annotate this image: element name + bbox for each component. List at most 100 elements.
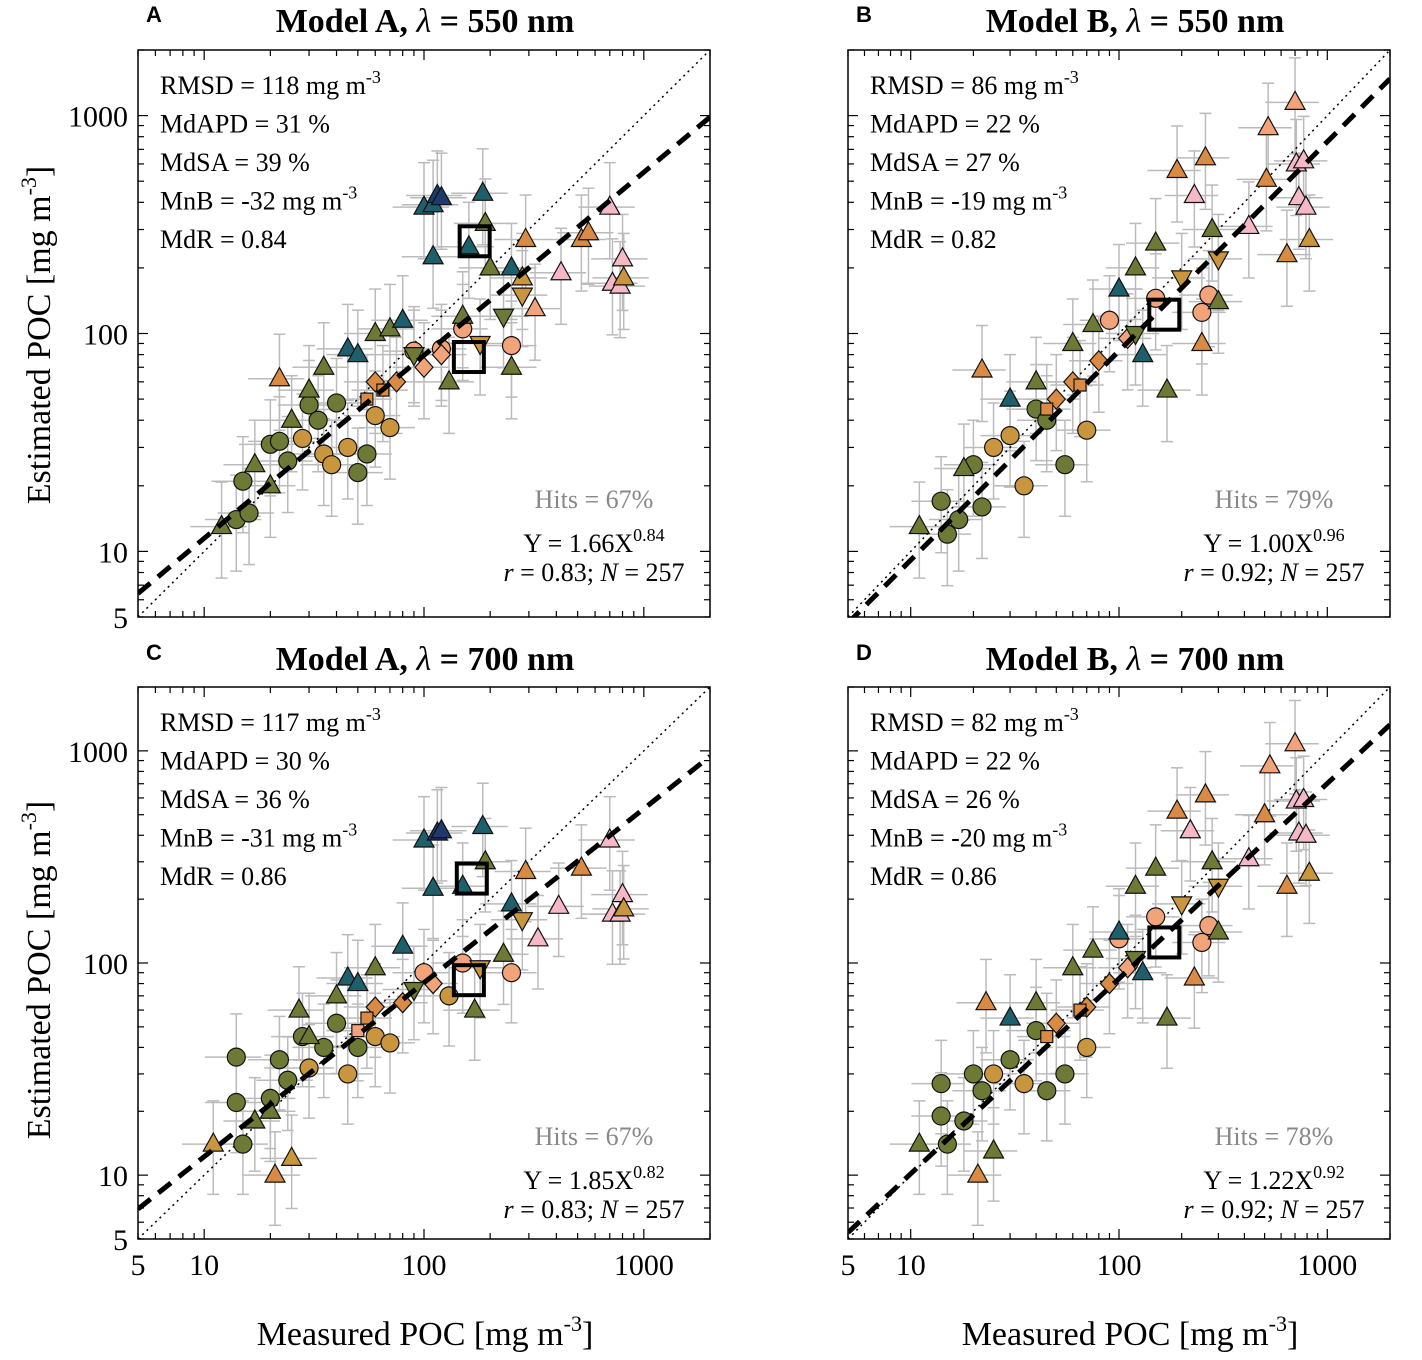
fit-equation: Y = 1.66X0.84 xyxy=(523,525,664,558)
data-point xyxy=(1155,1005,1179,1026)
y-label-main: Estimated POC [mg m xyxy=(21,195,58,504)
x-tick-label: 5 xyxy=(131,1249,146,1282)
data-point xyxy=(471,814,494,835)
one-to-one-line xyxy=(138,50,710,617)
data-point xyxy=(1131,342,1154,363)
data-point xyxy=(937,1134,957,1154)
data-point xyxy=(1298,227,1321,248)
plot-area xyxy=(848,50,1390,617)
data-point xyxy=(1258,753,1281,774)
svg-text:Measured POC [mg m-3]: Measured POC [mg m-3] xyxy=(257,1311,594,1353)
data-point xyxy=(1275,874,1298,894)
data-point xyxy=(380,417,400,438)
data-point xyxy=(999,1005,1022,1026)
data-point xyxy=(348,1037,368,1058)
data-point xyxy=(348,462,368,483)
data-point xyxy=(471,181,494,201)
y-tick-label: 10 xyxy=(98,536,128,569)
highlight-box xyxy=(454,861,489,896)
data-point xyxy=(1144,855,1167,876)
data-point xyxy=(983,1064,1004,1084)
data-point xyxy=(1275,242,1298,263)
fit-equation: Y = 1.85X0.82 xyxy=(523,1162,664,1195)
data-point xyxy=(1192,932,1212,953)
ticks xyxy=(847,49,1391,618)
data-point xyxy=(949,509,969,530)
data-point xyxy=(287,997,311,1018)
data-point xyxy=(1284,731,1307,752)
y-tick-label: 10 xyxy=(98,1160,128,1193)
data-point xyxy=(500,891,523,912)
y-axis-label-bottom: Estimated POC [mg m-3] xyxy=(16,801,58,1139)
panel-title: Model A, λ = 700 nm xyxy=(276,641,575,678)
data-point xyxy=(1170,896,1193,917)
y-label-sup-2: -3 xyxy=(16,812,41,830)
data-point xyxy=(1131,960,1154,981)
data-point xyxy=(931,1106,951,1126)
data-point xyxy=(1166,798,1189,819)
data-point xyxy=(526,926,550,947)
data-point xyxy=(226,1047,246,1067)
data-point xyxy=(514,227,537,248)
x-axis-label-left: Measured POC [mg m-3] xyxy=(257,1311,594,1353)
y-label-main-2: Estimated POC [mg m xyxy=(21,830,58,1139)
data-point xyxy=(1089,349,1109,372)
data-point xyxy=(280,1146,303,1166)
title-lambda: λ xyxy=(415,641,431,678)
stat-line: MdR = 0.86 xyxy=(870,862,997,891)
y-label-close: ] xyxy=(21,166,58,177)
data-point xyxy=(1073,378,1087,392)
title-suffix: = 550 nm xyxy=(431,3,574,40)
hits-label: Hits = 67% xyxy=(535,1122,654,1151)
x-label-sup: -3 xyxy=(564,1311,582,1336)
x-label-sup-2: -3 xyxy=(1269,1311,1287,1336)
data-point xyxy=(1257,115,1280,136)
data-point xyxy=(422,876,445,896)
data-point xyxy=(971,357,994,378)
data-point xyxy=(1179,818,1202,839)
data-point xyxy=(1081,312,1104,333)
data-point xyxy=(549,260,573,281)
y-tick-label: 5 xyxy=(113,602,128,635)
stat-line: MdAPD = 30 % xyxy=(160,747,330,776)
data-point xyxy=(1144,230,1167,251)
panel-c: C Model A, λ = 700 nm 5 10 100 1000 5 10 100 1000… xyxy=(68,640,711,1282)
data-point xyxy=(908,514,931,535)
data-point xyxy=(1099,310,1120,330)
data-point xyxy=(612,896,635,917)
title-suffix: = 700 nm xyxy=(1141,641,1284,678)
data-point xyxy=(511,287,534,308)
data-point xyxy=(514,859,537,880)
title-prefix: Model B, xyxy=(986,641,1127,678)
data-point xyxy=(1055,455,1075,475)
data-point xyxy=(1000,1050,1020,1070)
data-point xyxy=(931,1074,951,1094)
stat-line: MdAPD = 22 % xyxy=(870,110,1040,139)
data-point xyxy=(975,990,998,1011)
data-point xyxy=(1166,158,1189,179)
title-lambda: λ xyxy=(1125,641,1141,678)
panel-letter: D xyxy=(856,640,872,665)
highlight-box xyxy=(1147,925,1182,960)
data-point xyxy=(1192,302,1212,322)
data-point xyxy=(1040,1029,1054,1044)
stat-line: MnB = -20 mg m-3 xyxy=(870,820,1067,853)
stat-line: MdSA = 36 % xyxy=(160,785,310,814)
stat-line: MdAPD = 31 % xyxy=(160,110,330,139)
data-point xyxy=(280,407,303,428)
data-point xyxy=(360,1011,374,1025)
stat-line: MnB = -32 mg m-3 xyxy=(160,183,357,216)
data-point xyxy=(364,955,387,976)
data-point xyxy=(501,963,522,983)
stat-line: MdSA = 27 % xyxy=(870,148,1020,177)
title-prefix: Model A, xyxy=(276,641,417,678)
data-point xyxy=(457,234,480,255)
data-point xyxy=(322,455,342,475)
data-point xyxy=(1014,476,1034,496)
y-tick-label: 1000 xyxy=(68,101,128,134)
data-point xyxy=(982,1138,1005,1159)
highlight-box xyxy=(451,340,486,375)
stat-line: MnB = -19 mg m-3 xyxy=(870,183,1067,216)
ticks xyxy=(847,686,1391,1240)
